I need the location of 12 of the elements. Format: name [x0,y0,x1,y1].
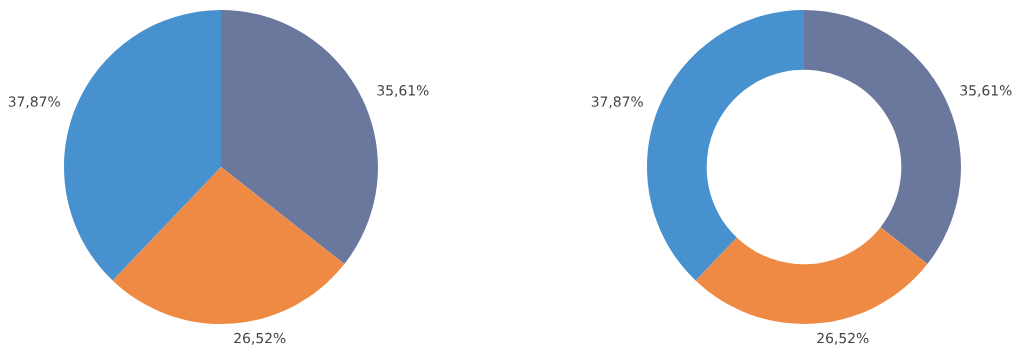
donut-slice [647,10,804,281]
data-label: 37,87% [591,96,643,109]
data-label: 35,61% [960,85,1012,98]
donut-slice [804,10,961,265]
pie-slice [112,167,345,324]
donut-slice [695,227,928,324]
pie-slice [221,10,378,265]
data-label: 35,61% [377,85,429,98]
data-label: 37,87% [8,96,60,109]
data-label: 26,52% [817,332,869,345]
data-label: 26,52% [234,332,286,345]
pie-slice [64,10,221,281]
